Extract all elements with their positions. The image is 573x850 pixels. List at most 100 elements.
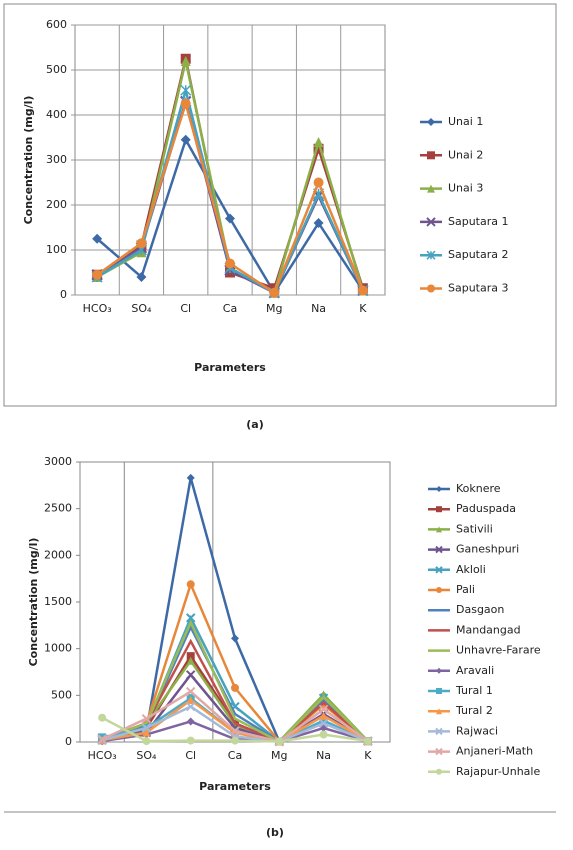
marker (141, 723, 152, 733)
marker (186, 696, 195, 704)
x-tick-label: Mg (266, 302, 282, 315)
y-tick-label: 3000 (44, 455, 72, 468)
x-tick-label: Cl (180, 302, 191, 315)
marker (180, 56, 191, 66)
marker (313, 143, 324, 154)
marker (186, 717, 195, 726)
marker (142, 737, 151, 746)
caption: (b) (266, 826, 284, 839)
legend-label: Saputara 3 (448, 282, 509, 295)
marker (426, 217, 436, 227)
legend-label: Unai 1 (448, 115, 483, 128)
marker (92, 233, 103, 244)
marker (186, 613, 196, 623)
y-tick-label: 0 (65, 735, 72, 748)
y-tick-label: 1000 (44, 642, 72, 655)
marker (363, 737, 372, 746)
x-axis-label: Parameters (194, 361, 266, 374)
marker (313, 137, 324, 147)
x-tick-label: K (359, 302, 367, 315)
x-tick-label: SO₄ (131, 302, 152, 315)
marker (319, 730, 328, 739)
marker (436, 688, 442, 694)
y-tick-label: 2000 (44, 548, 72, 561)
marker (436, 667, 442, 674)
legend-label: Saputara 1 (448, 215, 509, 228)
marker (318, 704, 329, 715)
marker (186, 656, 195, 665)
legend-label: Saputara 2 (448, 248, 509, 261)
x-tick-label: K (364, 749, 372, 762)
legend-label: Tural 2 (455, 704, 493, 717)
x-axis-label: Parameters (199, 780, 271, 793)
marker (427, 184, 435, 193)
legend-label: Koknere (456, 482, 501, 495)
marker (186, 736, 195, 745)
legend-label: Unai 2 (448, 148, 483, 161)
marker (186, 580, 195, 589)
legend-label: Ganeshpuri (456, 543, 519, 556)
marker (225, 258, 235, 269)
x-tick-label: SO₄ (136, 749, 157, 762)
marker (275, 737, 284, 746)
y-tick-label: 0 (60, 288, 67, 301)
marker (186, 670, 196, 680)
marker (142, 728, 151, 737)
marker (436, 587, 442, 593)
plot-area (79, 461, 391, 743)
marker (319, 716, 328, 725)
marker (357, 285, 368, 296)
y-tick-label: 500 (51, 688, 72, 701)
legend-label: Rajwaci (456, 724, 498, 737)
y-tick-label: 500 (46, 63, 67, 76)
legend-label: Unai 3 (448, 182, 483, 195)
marker (435, 566, 443, 574)
marker (313, 218, 324, 228)
marker (98, 713, 107, 722)
y-tick-label: 600 (46, 18, 67, 31)
x-tick-label: HCO₃ (83, 302, 112, 315)
marker (436, 526, 442, 533)
legend-label: Tural 1 (455, 684, 493, 697)
legend-label: Aravali (456, 664, 494, 677)
caption: (a) (246, 418, 263, 431)
marker (141, 713, 152, 724)
x-tick-label: Na (311, 302, 326, 315)
marker (231, 736, 239, 745)
y-tick-label: 400 (46, 108, 67, 121)
x-tick-label: HCO₃ (88, 749, 117, 762)
marker (136, 238, 147, 249)
marker (136, 272, 147, 282)
marker (180, 134, 191, 145)
x-tick-label: Cl (185, 749, 196, 762)
marker (92, 269, 103, 280)
y-axis-label: Concentration (mg/l) (27, 538, 40, 667)
marker (427, 284, 435, 293)
y-tick-label: 200 (46, 198, 67, 211)
marker (318, 718, 329, 729)
marker (186, 473, 195, 482)
legend-label: Anjaneri-Math (456, 745, 533, 758)
marker (180, 98, 191, 109)
legend-label: Dasgaon (456, 603, 504, 616)
marker (313, 177, 324, 188)
marker (231, 634, 239, 643)
legend-label: Unhavre-Farare (456, 644, 541, 657)
x-tick-label: Na (316, 749, 331, 762)
marker (436, 486, 442, 492)
marker (97, 734, 107, 744)
legend-label: Rajapur-Unhale (456, 765, 540, 778)
marker (225, 213, 235, 224)
y-tick-label: 1500 (44, 595, 72, 608)
y-axis-label: Concentration (mg/l) (22, 96, 35, 225)
legend-label: Mandangad (456, 623, 521, 636)
y-tick-label: 2500 (44, 502, 72, 515)
marker (435, 727, 443, 736)
marker (436, 506, 442, 513)
x-tick-label: Mg (271, 749, 287, 762)
y-tick-label: 300 (46, 153, 67, 166)
marker (427, 118, 435, 126)
marker (436, 708, 442, 715)
marker (435, 747, 443, 756)
